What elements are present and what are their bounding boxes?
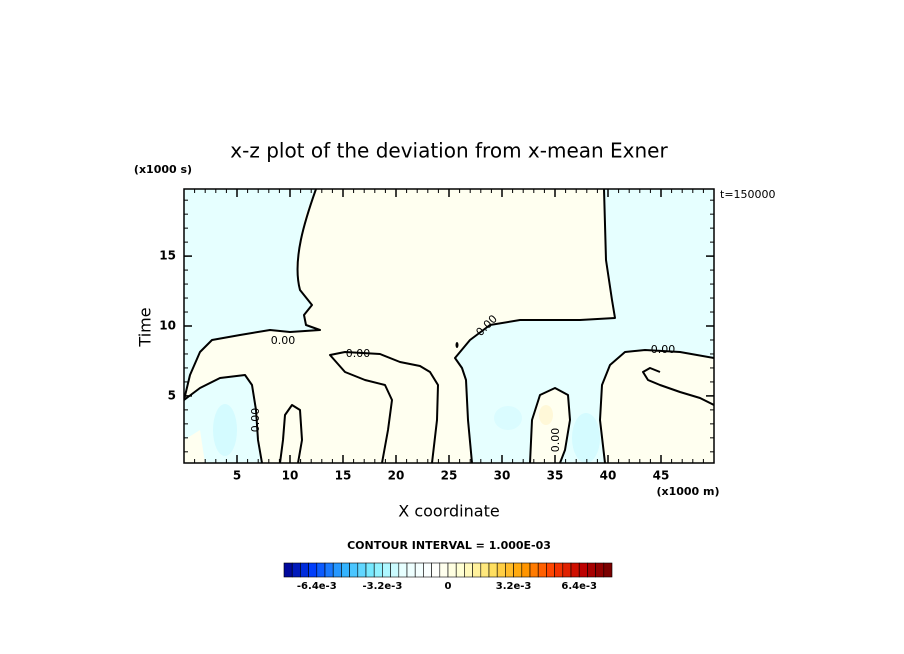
negative-fill [213, 404, 237, 456]
colorbar-box [513, 562, 523, 578]
contour-field [184, 189, 714, 463]
positive-fill [184, 430, 205, 463]
x-tick-label: 5 [233, 469, 241, 483]
contour-label: 0.00 [651, 343, 676, 356]
contour-label: 0.00 [249, 408, 262, 433]
colorbar-box [603, 562, 613, 578]
colorbar-box [464, 562, 473, 578]
colorbar-box [439, 562, 449, 578]
colorbar-box [554, 562, 564, 578]
negative-fill [455, 189, 714, 463]
colorbar-box [283, 562, 293, 578]
x-tick-label: 45 [653, 469, 670, 483]
x-tick-label: 35 [547, 469, 564, 483]
contour-label: 0.00 [271, 334, 296, 347]
colorbar-box [365, 562, 375, 578]
colorbar-box [324, 562, 334, 578]
contour-line [279, 404, 303, 463]
contour-line [329, 351, 439, 463]
colorbar-box [562, 562, 572, 578]
negative-fill [184, 189, 320, 400]
y-unit: (x1000 s) [134, 163, 192, 176]
x-tick-label: 20 [388, 469, 405, 483]
contour-line [529, 387, 571, 463]
colorbar-box [472, 562, 482, 578]
colorbar-box [496, 562, 506, 578]
colorbar-box [595, 562, 605, 578]
colorbar-box [390, 562, 400, 578]
contour-line [184, 374, 263, 463]
time-label: t=150000 [720, 188, 776, 201]
contour-label: 0.00 [346, 347, 371, 360]
contour-interval: CONTOUR INTERVAL = 1.000E-03 [347, 539, 551, 552]
contour-line [599, 349, 714, 463]
positive-fill [539, 405, 553, 425]
colorbar-box [357, 562, 367, 578]
colorbar-box [382, 562, 391, 578]
x-tick-label: 10 [282, 469, 299, 483]
x-tick-label: 15 [335, 469, 352, 483]
colorbar-box [587, 562, 596, 578]
contour-line [455, 342, 459, 348]
colorbar-box [480, 562, 490, 578]
colorbar-box [406, 562, 416, 578]
y-axis-label: Time [136, 307, 155, 347]
chart-title: x-z plot of the deviation from x-mean Ex… [230, 139, 668, 163]
colorbar-box [341, 562, 350, 578]
positive-fill [530, 388, 570, 463]
colorbar-box [529, 562, 539, 578]
colorbar-box [423, 562, 432, 578]
colorbar-box [431, 562, 441, 578]
x-axis-label: X coordinate [398, 502, 499, 521]
colorbar-box [398, 562, 408, 578]
x-tick-label: 25 [441, 469, 458, 483]
x-tick-label: 40 [600, 469, 617, 483]
contour-line [454, 189, 616, 463]
colorbar-box [291, 562, 301, 578]
colorbar-tick-label: -3.2e-3 [363, 581, 403, 592]
contour-line [184, 189, 321, 401]
colorbar-box [447, 562, 457, 578]
colorbar-box [546, 562, 555, 578]
contour-label: 0.00 [549, 428, 562, 453]
x-tick-label: 30 [494, 469, 511, 483]
colorbar-box [349, 562, 359, 578]
x-unit: (x1000 m) [656, 485, 719, 498]
colorbar-box [308, 562, 318, 578]
colorbar-box [488, 562, 498, 578]
colorbar-box [537, 562, 547, 578]
colorbar-box [570, 562, 580, 578]
colorbar-tick-label: 6.4e-3 [561, 581, 597, 592]
colorbar-box [373, 562, 383, 578]
colorbar-box [332, 562, 342, 578]
y-tick-label: 5 [168, 388, 176, 402]
colorbar-box [455, 562, 465, 578]
y-tick-label: 10 [159, 319, 176, 333]
colorbar-box [414, 562, 424, 578]
negative-fill [572, 413, 600, 463]
contour-line [642, 367, 714, 406]
colorbar-box [316, 562, 326, 578]
colorbar-box [578, 562, 588, 578]
colorbar-box [505, 562, 514, 578]
colorbar-box [300, 562, 309, 578]
colorbar-tick-label: 0 [445, 581, 452, 592]
y-tick-label: 15 [159, 249, 176, 263]
colorbar-tick-label: 3.2e-3 [496, 581, 532, 592]
colorbar-tick-label: -6.4e-3 [297, 581, 337, 592]
colorbar-box [521, 562, 531, 578]
negative-fill [494, 406, 522, 430]
